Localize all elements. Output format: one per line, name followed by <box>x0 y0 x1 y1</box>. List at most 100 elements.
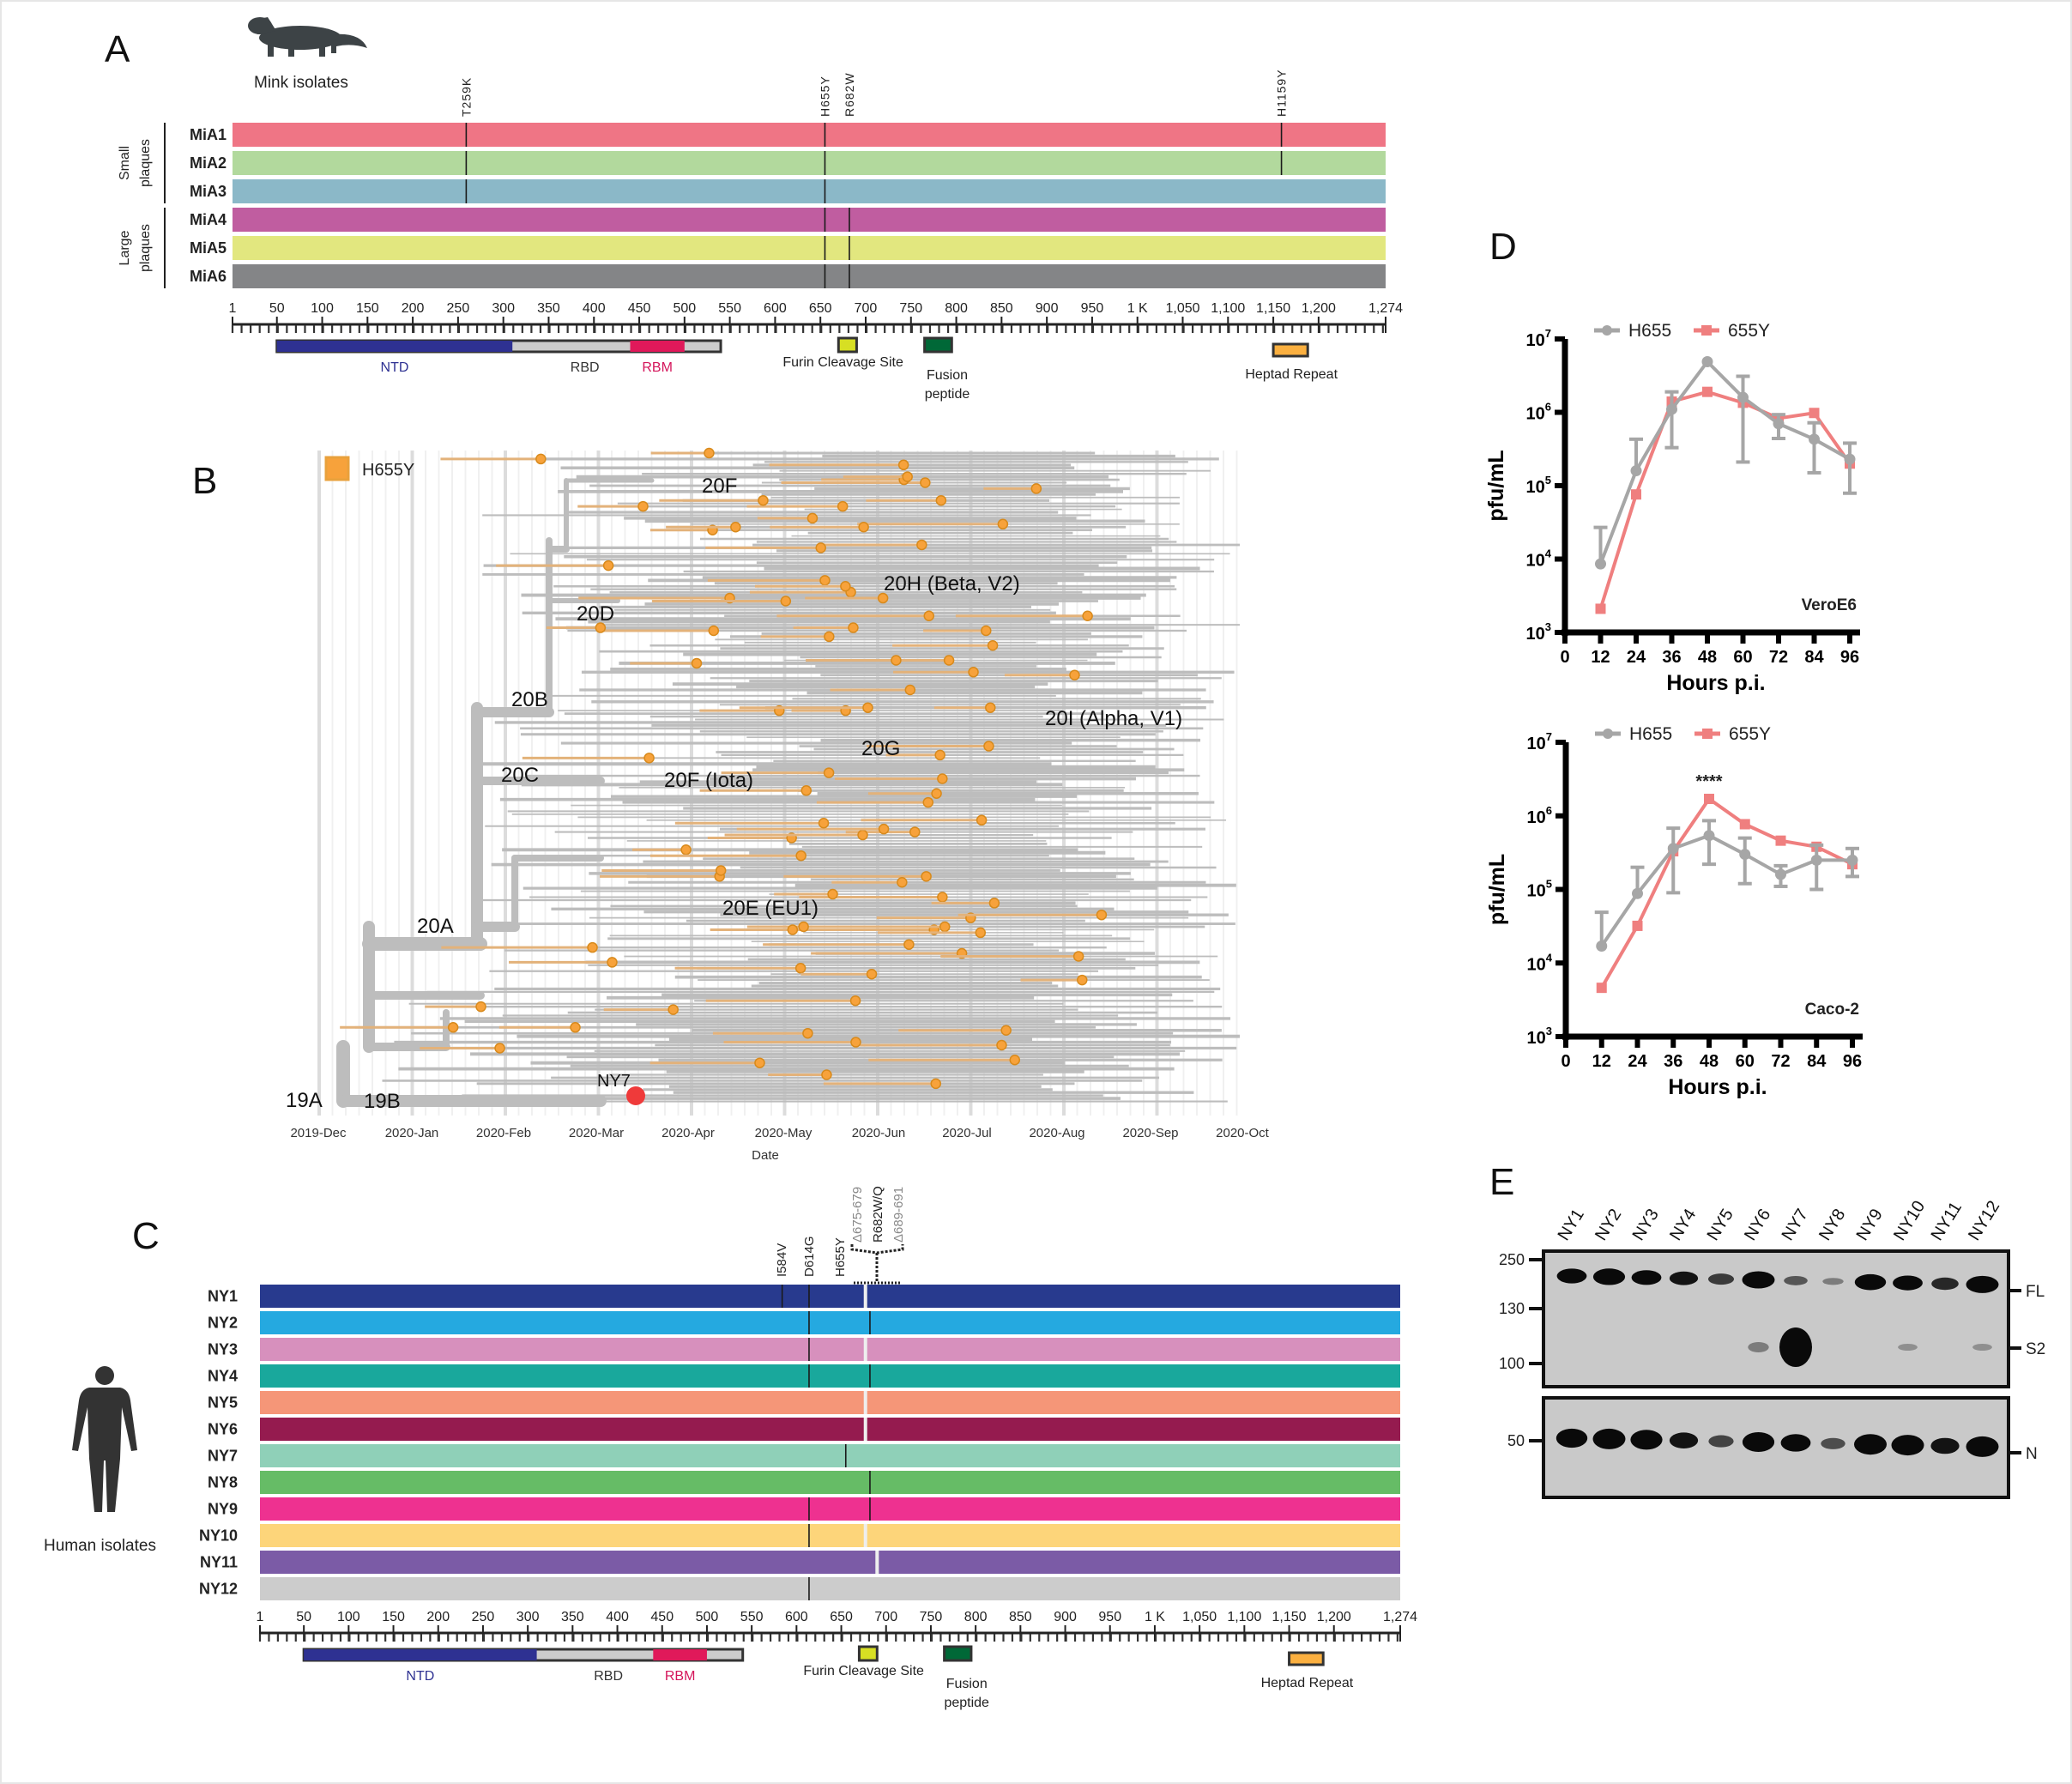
heptad-repeat-box <box>1288 1651 1325 1666</box>
h655y-tip <box>930 1078 941 1090</box>
h655y-tip <box>976 814 988 826</box>
data-point <box>1666 403 1677 415</box>
blot-membrane-n <box>1542 1396 2010 1499</box>
h655y-tip <box>570 1022 581 1033</box>
isolate-label: MiA5 <box>190 239 227 257</box>
isolate-label: NY3 <box>208 1340 238 1358</box>
x-tick-label: 72 <box>1769 648 1788 667</box>
data-point <box>1596 940 1608 952</box>
x-tick-label: 84 <box>1804 648 1824 667</box>
y-tick-exponent: 4 <box>1546 951 1553 964</box>
axis-tick-label: 750 <box>920 1610 943 1624</box>
isolate-label: NY11 <box>200 1553 238 1570</box>
axis-tick-label: 1,100 <box>1227 1610 1261 1624</box>
h655y-tip <box>996 1039 1007 1051</box>
band-n <box>1891 1435 1924 1456</box>
h655y-tip <box>821 1069 832 1080</box>
band-n <box>1821 1437 1845 1449</box>
axis-tick-label: 850 <box>990 301 1013 316</box>
mutation-label: I584V <box>775 1243 789 1277</box>
axis-tick-label: 1,100 <box>1211 301 1245 316</box>
domain-track: NTD RBD RBM Furin Cleavage Site Fusion peptid… <box>275 336 1338 402</box>
date-tick-label: 2020-Mar <box>569 1126 624 1140</box>
clade-label: 20H (Beta, V2) <box>884 572 1020 596</box>
panel-c-human-spike-map: NY1 NY2 NY3 NY4 NY5 NY6 NY7 NY8 NY9 NY10 NY11 NY12 1… <box>199 1186 1417 1710</box>
h655y-tip <box>1072 951 1084 962</box>
isolate-label: NY10 <box>199 1527 238 1544</box>
isolate-label: MiA1 <box>190 126 227 143</box>
series-line <box>1600 833 1852 947</box>
x-tick-label: 84 <box>1807 1052 1827 1071</box>
isolate-row-NY6: NY6 <box>208 1418 1400 1441</box>
h655y-tip <box>997 518 1009 530</box>
mutation-label: H655Y <box>818 76 831 117</box>
fusion-label-line2: peptide <box>925 387 970 402</box>
h655y-tip <box>754 1057 765 1068</box>
data-point <box>1595 558 1606 570</box>
isolate-row-NY3: NY3 <box>208 1338 1400 1361</box>
axis-tick-label: 1 <box>257 1610 264 1624</box>
isolate-bar <box>260 1418 1400 1441</box>
h655y-tip <box>968 667 979 678</box>
clade-label: 20A <box>417 915 454 938</box>
legend-label-h655y: H655Y <box>362 461 414 480</box>
band-fl <box>1556 1268 1587 1284</box>
deletion-mark <box>863 1391 867 1414</box>
legend-marker <box>1602 325 1612 336</box>
isolate-bar <box>260 1444 1400 1467</box>
data-point <box>1773 418 1785 430</box>
legend-marker <box>1603 729 1613 739</box>
rbm-label: RBM <box>665 1669 696 1684</box>
isolate-bar <box>260 1311 1400 1334</box>
clade-label: 20F (Iota) <box>664 769 753 792</box>
mutation-label: R682W/Q <box>871 1186 885 1243</box>
data-point <box>1596 983 1607 994</box>
date-tick-label: 2020-Oct <box>1216 1126 1270 1140</box>
clade-label: 19B <box>364 1090 401 1113</box>
axis-tick-label: 500 <box>696 1610 719 1624</box>
data-point <box>1632 920 1643 931</box>
ntd-label: NTD <box>406 1669 434 1684</box>
group-label-line1: Large <box>118 230 132 265</box>
rbm-domain <box>653 1649 707 1660</box>
axis-tick-label: 350 <box>561 1610 584 1624</box>
isolate-label: NY12 <box>199 1580 238 1597</box>
date-tick-label: 2020-Sep <box>1122 1126 1178 1140</box>
h655y-tip <box>987 640 999 651</box>
h655y-tip <box>937 892 948 903</box>
legend-marker <box>1702 729 1713 739</box>
ntd-domain <box>276 341 513 352</box>
h655y-tip <box>1077 974 1088 986</box>
panel-label-c: C <box>132 1215 160 1257</box>
h655y-tip <box>975 927 987 939</box>
isolate-bar <box>233 264 1386 288</box>
h655y-tip <box>794 963 806 974</box>
axis-tick-label: 50 <box>296 1610 311 1624</box>
axis-tick-label: 50 <box>269 301 285 316</box>
band-fl <box>1631 1270 1662 1285</box>
x-tick-label: 48 <box>1700 1052 1719 1071</box>
series-H655 <box>1594 819 1859 952</box>
data-point <box>1846 854 1858 866</box>
axis-tick-label: 850 <box>1009 1610 1032 1624</box>
y-axis-title: pfu/mL <box>1484 450 1508 521</box>
h655y-tip <box>607 957 618 968</box>
clade-label: 20F <box>702 475 737 498</box>
data-point <box>1630 465 1642 477</box>
cell-line-label: Caco-2 <box>1805 1001 1859 1019</box>
isolate-bar <box>260 1338 1400 1361</box>
h655y-tip <box>823 767 835 778</box>
axis-tick-label: 900 <box>1054 1610 1077 1624</box>
h655y-tip <box>921 871 932 882</box>
residue-axis: 1 50 100 150 200 250 300 350 400 450 500 550 600 650 7… <box>257 1610 1417 1642</box>
y-axis-title: pfu/mL <box>1485 854 1509 925</box>
x-tick-label: 24 <box>1627 648 1646 667</box>
axis-tick-label: 800 <box>964 1610 988 1624</box>
series-line <box>1598 390 1852 610</box>
axis-tick-label: 250 <box>472 1610 495 1624</box>
isolate-label: NY8 <box>208 1473 238 1491</box>
y-tick-exponent: 3 <box>1545 620 1551 633</box>
h655y-tip <box>862 702 873 713</box>
data-point <box>1632 887 1643 899</box>
h655y-tip <box>943 655 955 666</box>
